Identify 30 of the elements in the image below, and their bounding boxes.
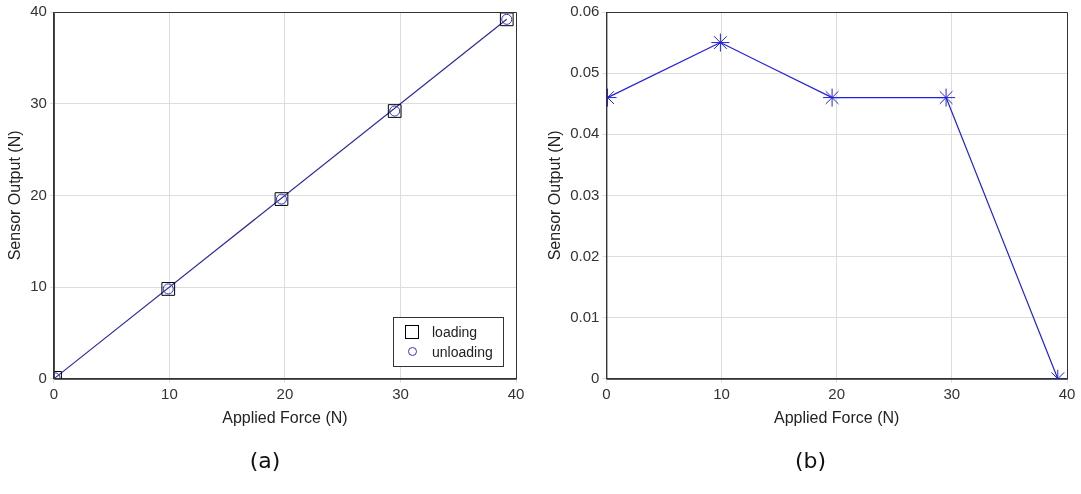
y-tick-label: 0.04 [570,124,600,142]
x-axis-title: Applied Force (N) [222,408,348,426]
y-tick-label: 0 [38,368,47,386]
y-tick-label: 0.06 [570,2,600,20]
y-axis-title: Sensor Output (N) [546,130,564,261]
y-tick-label: 10 [30,277,47,295]
y-tick-label: 0 [591,368,600,386]
x-axis-title: Applied Force (N) [774,408,900,426]
x-tick-label: 10 [161,384,178,402]
x-tick-label: 30 [392,384,409,402]
y-tick-label: 30 [30,93,47,111]
text: (a) [248,448,282,473]
y-tick-label: 0.01 [570,307,600,325]
text: (b) [793,448,828,473]
x-tick-label: 10 [713,384,730,402]
y-axis-title: Sensor Output (N) [6,130,24,261]
x-tick-label: 20 [276,384,294,402]
y-tick-label: 0.02 [570,246,600,264]
y-tick-label: 40 [30,2,47,20]
x-tick-label: 0 [49,384,59,402]
legend-label: unloading [432,343,493,360]
x-tick-label: 40 [507,384,525,402]
y-tick-label: 0.03 [570,185,600,203]
y-tick-label: 20 [30,185,47,203]
x-tick-label: 0 [602,384,611,402]
x-tick-label: 30 [943,384,961,402]
legend-label: loading [432,323,478,340]
x-tick-label: 20 [828,384,846,402]
y-tick-label: 0.05 [570,63,600,81]
x-tick-label: 40 [1058,384,1076,402]
